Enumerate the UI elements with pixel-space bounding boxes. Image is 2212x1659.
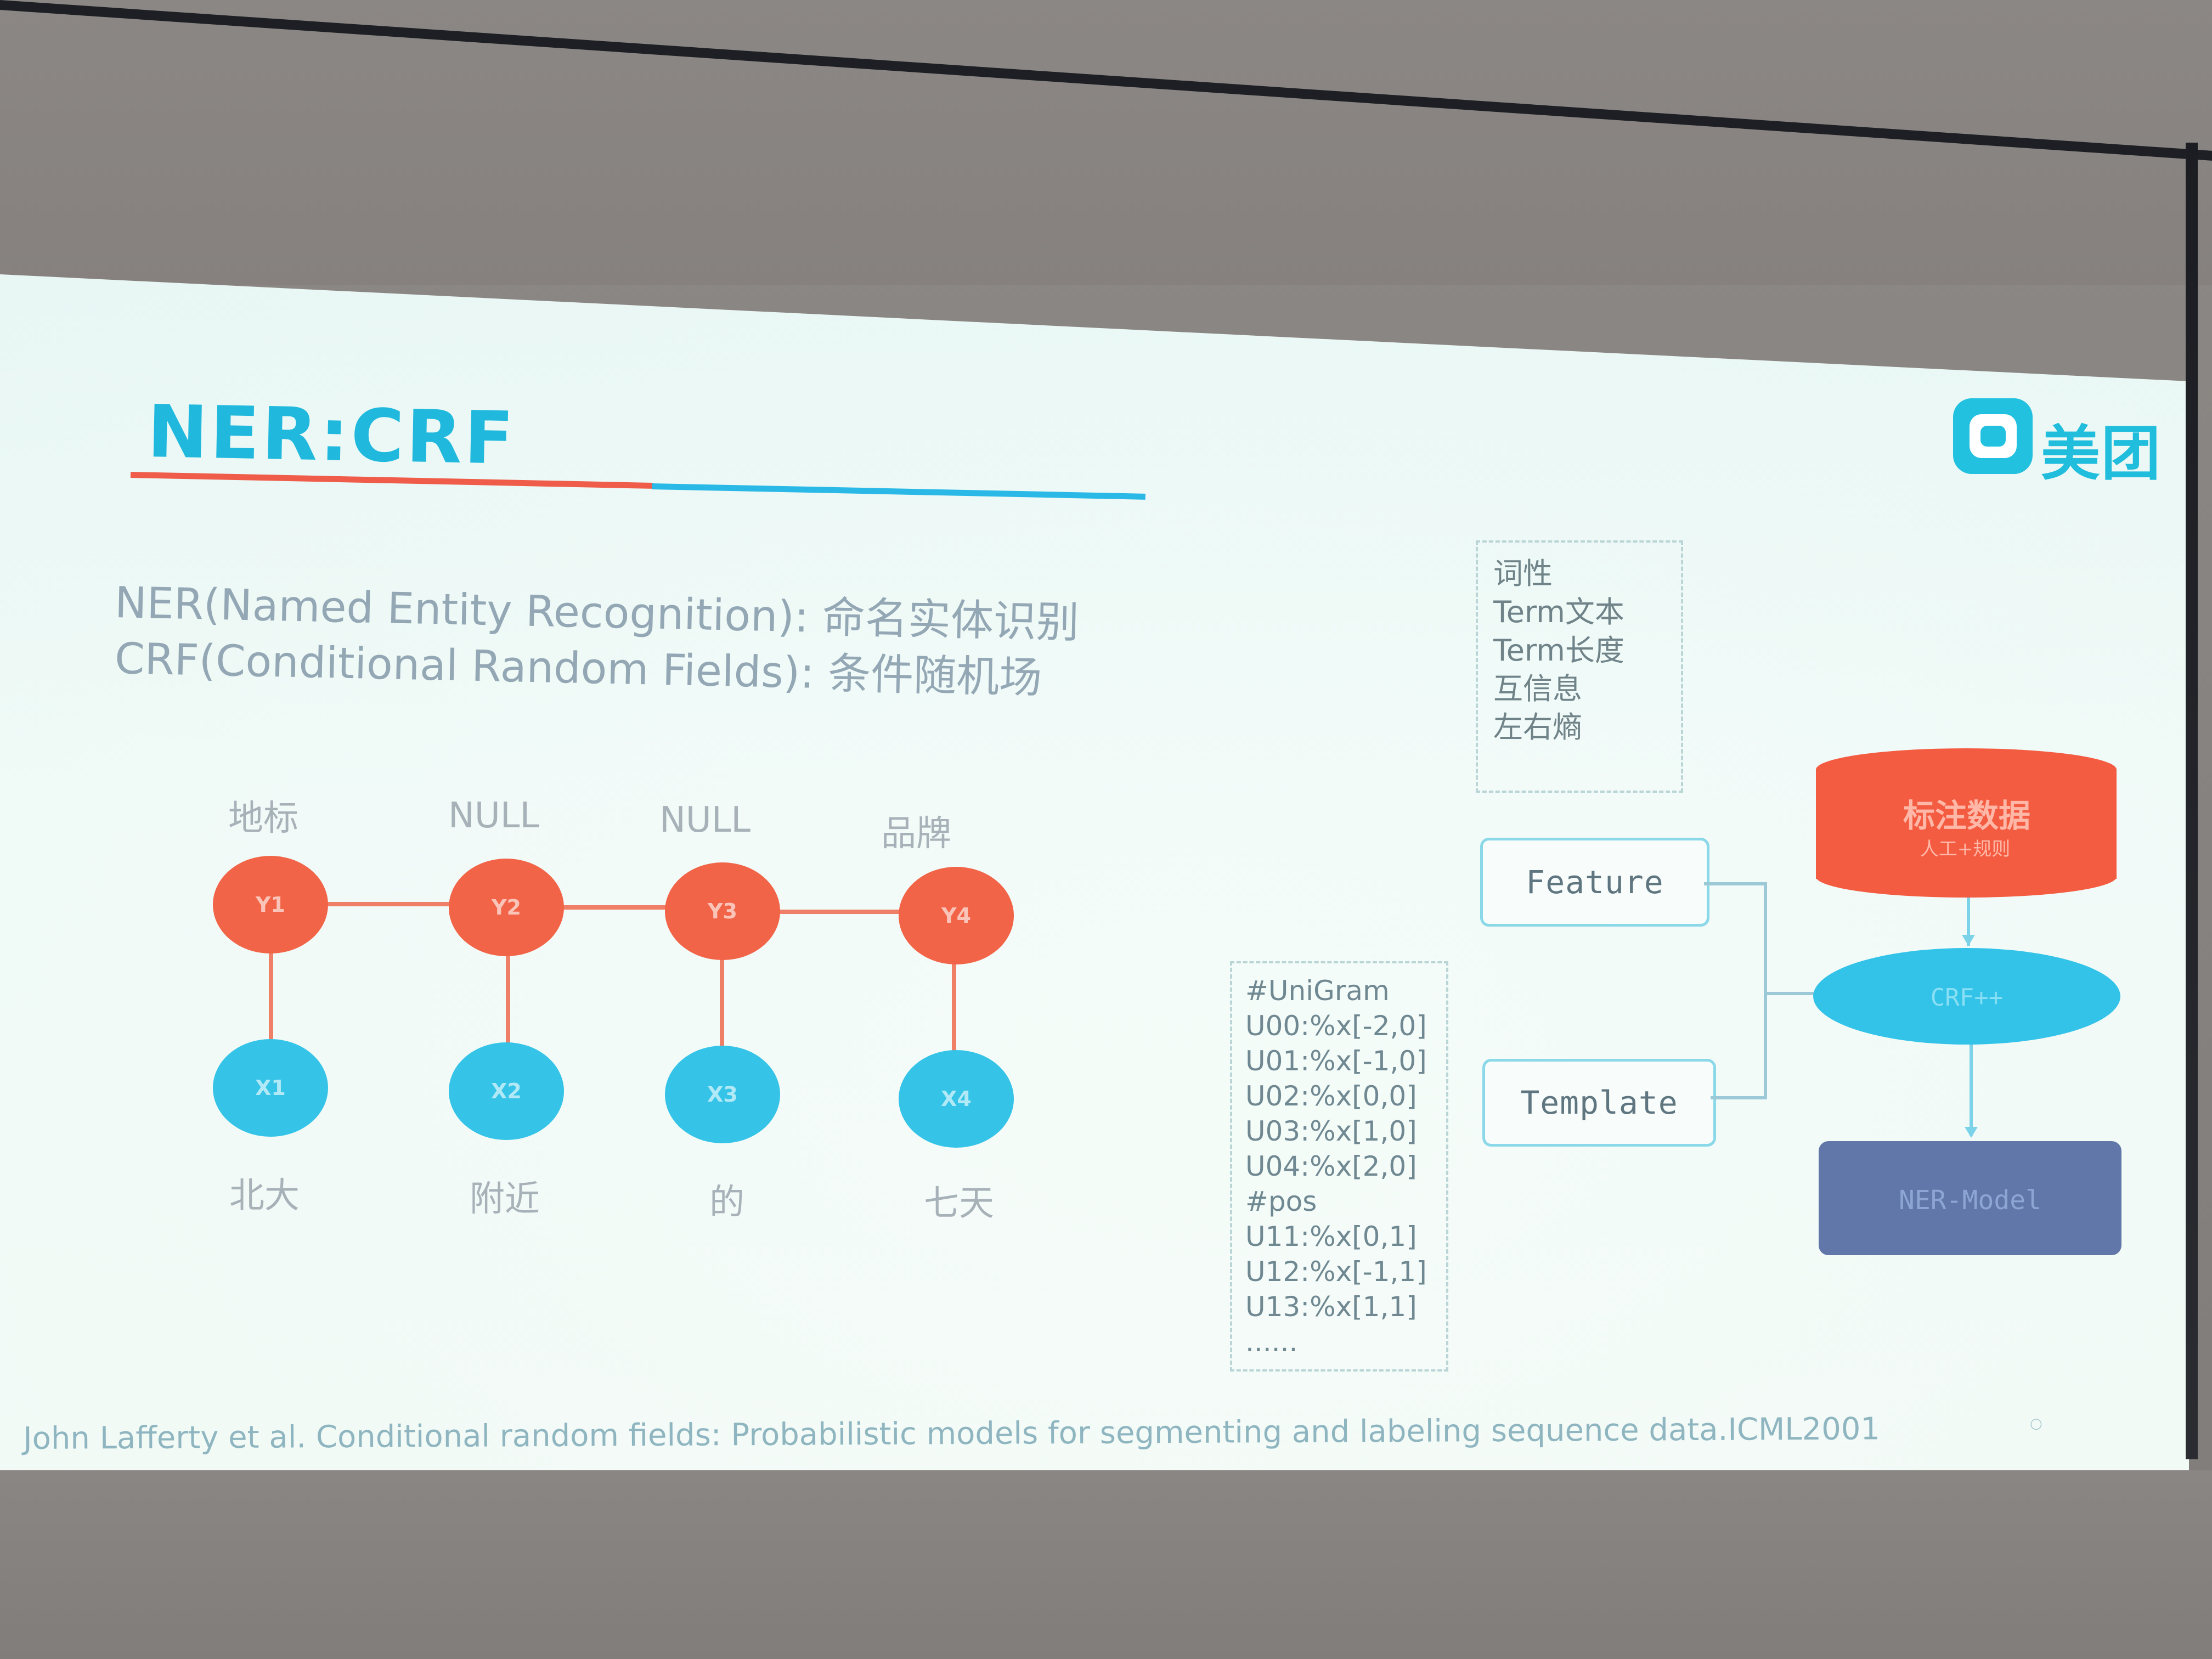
feature-item-1: 词性 xyxy=(1493,556,1553,591)
reference-mark-icon: ○ xyxy=(2030,1415,2042,1432)
wall-background xyxy=(0,0,2212,285)
crf-to-model-line xyxy=(1970,1045,1973,1136)
feature-list-box: 词性 Term文本 Term长度 互信息 左右熵 xyxy=(1476,540,1683,793)
reference-text: John Lafferty et al. Conditional random … xyxy=(23,1411,1881,1457)
top-label-1: 地标 xyxy=(228,798,298,839)
crf-to-model-arrow-icon xyxy=(1965,1127,1978,1138)
db-to-crf-line xyxy=(1967,898,1970,946)
top-label-4: 品牌 xyxy=(881,814,951,854)
feature-item-3: Term长度 xyxy=(1493,633,1624,668)
xy-link-2 xyxy=(506,950,510,1054)
crf-oval xyxy=(1813,948,2120,1045)
bottom-word-4: 七天 xyxy=(924,1183,994,1224)
template-item-2: U00:%x[-2,0] xyxy=(1245,1010,1427,1042)
template-item-10: U13:%x[1,1] xyxy=(1245,1291,1417,1323)
crf-label: CRF++ xyxy=(1930,984,2004,1012)
title-underline-blue xyxy=(651,483,1146,500)
y-link-1 xyxy=(313,902,461,906)
template-item-6: U04:%x[2,0] xyxy=(1245,1150,1417,1182)
slide-title: NER:CRF xyxy=(146,390,517,481)
definition-crf: CRF(Conditional Random Fields): 条件随机场 xyxy=(114,634,1043,703)
y-node-2: Y2 xyxy=(449,859,564,956)
lower-wall xyxy=(0,1470,2212,1659)
top-label-3: NULL xyxy=(659,800,751,840)
y-node-3: Y3 xyxy=(665,862,780,960)
x-node-4: X4 xyxy=(899,1050,1014,1148)
template-item-11: ...... xyxy=(1245,1326,1298,1358)
database-subtitle: 人工+规则 xyxy=(1920,838,2011,860)
model-box xyxy=(1819,1141,2121,1255)
crf-graph: 地标 NULL NULL 品牌 Y1 Y2 Y3 Y4 X1 X2 X3 X4 … xyxy=(198,790,1059,1273)
y-link-3 xyxy=(754,910,902,914)
y-node-1: Y1 xyxy=(213,856,328,953)
frame-right-edge xyxy=(2186,143,2198,1459)
xy-link-4 xyxy=(952,959,956,1063)
top-label-2: NULL xyxy=(448,795,540,836)
feature-item-5: 左右熵 xyxy=(1493,710,1582,744)
database-title: 标注数据 xyxy=(1903,797,2030,834)
template-item-5: U03:%x[1,0] xyxy=(1245,1115,1417,1147)
y-link-2 xyxy=(538,905,686,910)
x-node-2: X2 xyxy=(449,1042,564,1140)
feature-item-2: Term文本 xyxy=(1493,595,1624,629)
y-node-4: Y4 xyxy=(899,867,1014,964)
logo-text: 美团 xyxy=(2041,420,2162,488)
xy-link-3 xyxy=(720,955,724,1059)
x-node-3: X3 xyxy=(665,1046,780,1143)
template-item-3: U01:%x[-1,0] xyxy=(1245,1045,1427,1077)
template-item-9: U12:%x[-1,1] xyxy=(1245,1256,1427,1288)
xy-link-1 xyxy=(269,948,273,1052)
database-bottom xyxy=(1816,856,2117,898)
template-item-8: U11:%x[0,1] xyxy=(1245,1221,1417,1252)
template-item-1: #UniGram xyxy=(1245,975,1390,1007)
model-label: NER-Model xyxy=(1898,1185,2042,1216)
logo-dot-icon xyxy=(1980,426,2006,447)
db-to-crf-arrow-icon xyxy=(1962,935,1975,946)
feature-box: Feature xyxy=(1480,838,1709,927)
template-connector-horizontal xyxy=(1711,1096,1767,1099)
crf-input-connector xyxy=(1766,992,1814,995)
bottom-word-3: 的 xyxy=(709,1182,744,1223)
bottom-word-1: 北大 xyxy=(229,1176,300,1216)
x-node-1: X1 xyxy=(213,1039,328,1137)
feature-connector-horizontal xyxy=(1704,882,1767,885)
template-list-box: #UniGram U00:%x[-2,0] U01:%x[-1,0] U02:%… xyxy=(1230,961,1448,1372)
feature-template-vertical xyxy=(1764,882,1767,1099)
feature-item-4: 互信息 xyxy=(1493,672,1582,706)
template-box: Template xyxy=(1482,1059,1716,1147)
template-item-7: #pos xyxy=(1245,1186,1317,1217)
bottom-word-2: 附近 xyxy=(470,1179,540,1220)
template-item-4: U02:%x[0,0] xyxy=(1245,1080,1417,1112)
